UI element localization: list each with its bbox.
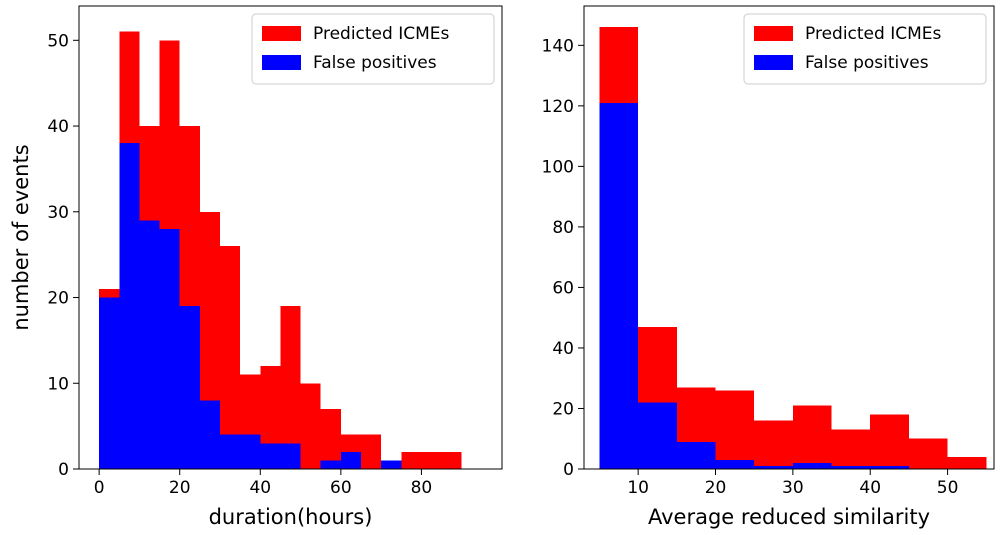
similarity-axes-frame [583, 5, 995, 470]
similarity-legend-label: False positives [805, 53, 929, 73]
duration-histogram-panel: 0 20 40 60 80 0 10 20 30 40 50 duration(hours) nu… [9, 5, 503, 529]
duration-false-positive-bar [240, 434, 261, 469]
duration-predicted-bar [361, 434, 382, 469]
similarity-x-ticks: 10 20 30 40 50 [627, 469, 958, 498]
duration-axes-frame [78, 5, 503, 470]
similarity-predicted-bar [870, 414, 909, 469]
duration-false-positive-bar [381, 460, 402, 469]
duration-y-tick-label: 20 [47, 289, 69, 309]
duration-false-positive-bar [119, 143, 140, 469]
similarity-legend-box [743, 13, 987, 85]
duration-y-axis-label: number of events [9, 144, 33, 330]
duration-legend-swatch [262, 26, 301, 41]
similarity-legend-label: Predicted ICMEs [805, 24, 942, 44]
duration-legend: Predicted ICMEs False positives [251, 13, 495, 85]
duration-y-tick-label: 40 [47, 117, 69, 137]
duration-false-positive-bar [280, 443, 301, 469]
duration-legend-label: False positives [313, 53, 437, 73]
similarity-false-positive-bar [754, 465, 793, 469]
duration-false-positive-bar [260, 443, 281, 469]
duration-x-ticks: 0 20 40 60 80 [94, 469, 433, 498]
duration-legend-swatch [262, 55, 301, 70]
duration-false-positive-bar [220, 434, 241, 469]
duration-x-tick-label: 60 [330, 478, 352, 498]
similarity-x-tick-label: 50 [937, 478, 959, 498]
similarity-legend-swatch [754, 55, 793, 70]
duration-y-tick-label: 30 [47, 203, 69, 223]
similarity-false-positive-bar [870, 465, 909, 469]
duration-false-positive-bar [139, 220, 160, 469]
similarity-y-tick-label: 80 [552, 218, 574, 238]
similarity-x-tick-label: 40 [859, 478, 881, 498]
similarity-x-tick-label: 10 [627, 478, 649, 498]
similarity-legend-swatch [754, 26, 793, 41]
duration-false-positive-bar [340, 451, 361, 469]
duration-false-positive-bar [320, 460, 341, 469]
duration-predicted-bar [401, 451, 422, 469]
duration-x-tick-label: 20 [169, 478, 191, 498]
similarity-x-axis-label: Average reduced similarity [648, 505, 930, 529]
duration-false-positive-bar [159, 228, 180, 469]
similarity-legend: Predicted ICMEs False positives [743, 13, 987, 85]
duration-predicted-bar [220, 246, 241, 469]
similarity-histogram-panel: 10 20 30 40 50 0 20 40 60 80 100 120 140 Average re… [542, 5, 995, 529]
duration-predicted-bar [280, 306, 301, 469]
duration-predicted-bar [320, 408, 341, 469]
duration-predicted-bar [441, 451, 462, 469]
duration-x-axis-label: duration(hours) [209, 505, 373, 529]
duration-predicted-bar [300, 383, 321, 469]
similarity-x-tick-label: 20 [705, 478, 727, 498]
duration-false-positive-bar [179, 306, 200, 469]
similarity-predicted-bar [792, 405, 832, 469]
similarity-false-positive-bar [599, 102, 639, 469]
similarity-predicted-bar [715, 390, 755, 469]
duration-y-tick-label: 50 [47, 31, 69, 51]
duration-x-tick-label: 80 [411, 478, 433, 498]
similarity-predicted-bar [908, 438, 948, 469]
similarity-predicted-bar [754, 420, 793, 469]
similarity-predicted-bar [947, 456, 987, 469]
duration-false-positive-bar [199, 400, 220, 469]
similarity-y-tick-label: 100 [542, 157, 574, 177]
duration-y-tick-label: 0 [58, 460, 69, 480]
similarity-y-tick-label: 120 [542, 97, 574, 117]
similarity-y-tick-label: 60 [552, 278, 574, 298]
similarity-false-positive-bar [831, 465, 871, 469]
duration-legend-box [251, 13, 495, 85]
similarity-false-positive-bar [638, 402, 677, 469]
duration-predicted-bar [421, 451, 442, 469]
similarity-false-positive-bar [676, 441, 716, 469]
similarity-x-tick-label: 30 [782, 478, 804, 498]
similarity-false-positive-bar [715, 459, 755, 469]
duration-x-tick-label: 0 [94, 478, 105, 498]
duration-bars [99, 31, 462, 469]
similarity-y-tick-label: 140 [542, 36, 574, 56]
duration-false-positive-bar [99, 297, 120, 469]
similarity-y-tick-label: 40 [552, 339, 574, 359]
similarity-y-tick-label: 20 [552, 399, 574, 419]
similarity-y-tick-label: 0 [563, 460, 574, 480]
duration-y-tick-label: 10 [47, 374, 69, 394]
similarity-y-ticks: 0 20 40 60 80 100 120 140 [542, 36, 584, 480]
duration-legend-label: Predicted ICMEs [313, 24, 450, 44]
duration-y-ticks: 0 10 20 30 40 50 [47, 31, 79, 480]
similarity-bars [599, 27, 987, 469]
similarity-false-positive-bar [792, 462, 832, 469]
duration-x-tick-label: 40 [249, 478, 271, 498]
similarity-predicted-bar [831, 429, 871, 469]
